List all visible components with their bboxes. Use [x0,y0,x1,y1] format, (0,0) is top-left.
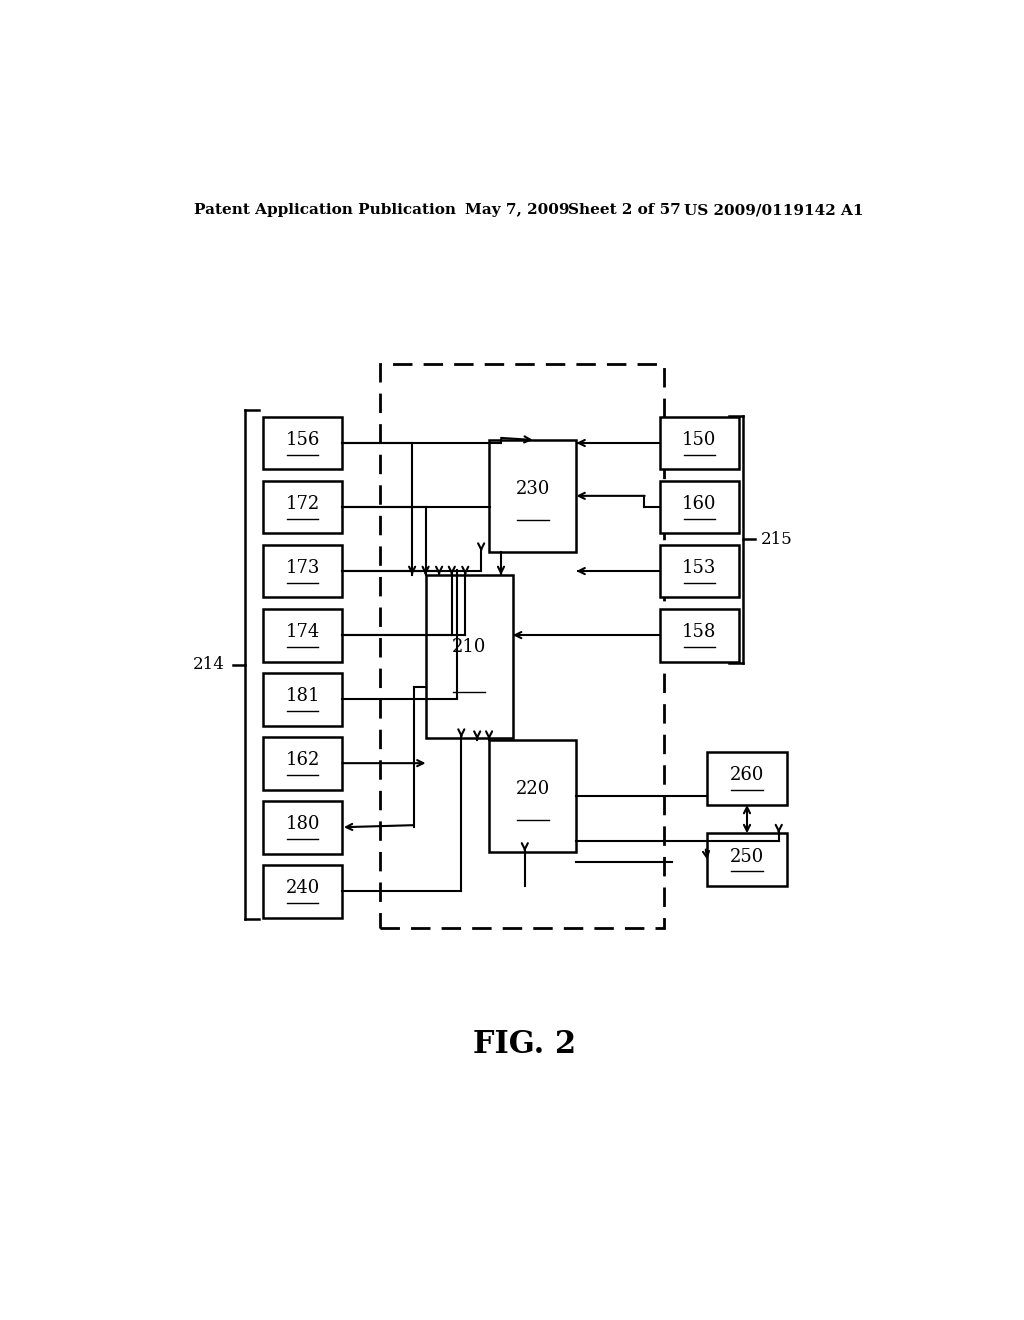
Bar [659,417,739,470]
Bar [489,440,577,552]
Text: 160: 160 [682,495,717,513]
Bar [263,737,342,789]
Text: 220: 220 [516,780,550,799]
Text: 214: 214 [193,656,225,673]
Bar [708,833,786,886]
Text: 215: 215 [761,531,793,548]
Text: US 2009/0119142 A1: US 2009/0119142 A1 [684,203,863,216]
Text: 250: 250 [730,847,764,866]
Text: Sheet 2 of 57: Sheet 2 of 57 [568,203,681,216]
Text: Patent Application Publication: Patent Application Publication [194,203,456,216]
Text: 174: 174 [286,623,319,642]
Bar [659,609,739,661]
Bar [489,739,577,851]
Text: 153: 153 [682,558,717,577]
Bar [263,609,342,661]
Text: 150: 150 [682,430,717,449]
Text: 172: 172 [286,495,319,513]
Bar [263,801,342,854]
Text: 173: 173 [286,558,319,577]
Text: 156: 156 [286,430,319,449]
Bar [263,673,342,726]
Bar [659,480,739,533]
Text: 162: 162 [286,751,319,770]
Text: FIG. 2: FIG. 2 [473,1030,577,1060]
Text: 180: 180 [286,814,319,833]
Bar [263,545,342,598]
Bar [708,752,786,805]
Text: 230: 230 [515,480,550,498]
Bar [263,480,342,533]
Bar [380,364,665,928]
Bar [659,545,739,598]
Text: May 7, 2009: May 7, 2009 [465,203,569,216]
Text: 158: 158 [682,623,717,642]
Text: 240: 240 [286,879,319,898]
Text: 181: 181 [286,686,319,705]
Text: 210: 210 [452,638,486,656]
Bar [263,865,342,917]
Bar [426,576,513,738]
Text: 260: 260 [730,766,764,784]
Bar [263,417,342,470]
